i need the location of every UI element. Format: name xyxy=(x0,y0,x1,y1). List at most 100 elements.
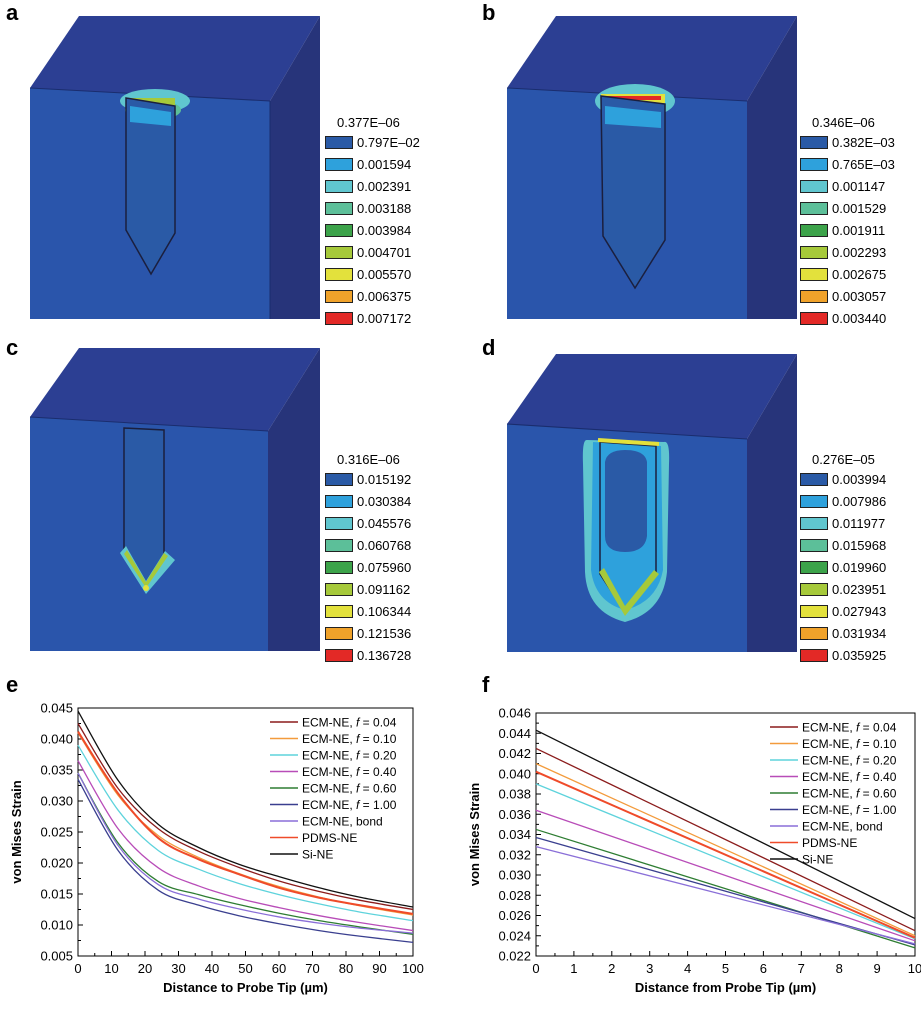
chart-e: 0 10 20 30 40 50 60 70 80 90 100 0.005 0.010 0.015 0.0… xyxy=(0,690,460,1031)
legend-row-b-5: 0.001911 xyxy=(800,219,895,241)
x-tick-label: 70 xyxy=(305,961,319,976)
legend-row-b-7: 0.002675 xyxy=(800,263,895,285)
legend-value: 0.006375 xyxy=(357,288,412,304)
legend-row-a-3: 0.002391 xyxy=(325,175,420,197)
y-tick-label: 0.022 xyxy=(498,949,531,964)
series-line xyxy=(535,770,916,939)
legend-row-c-7: 0.106344 xyxy=(325,600,411,622)
y-tick-label: 0.036 xyxy=(498,807,531,822)
series-line xyxy=(77,731,414,915)
x-tick-label: 5 xyxy=(722,961,729,976)
legend-swatch xyxy=(800,179,828,193)
x-tick-label: 100 xyxy=(402,961,424,976)
legend-swatch xyxy=(800,648,828,662)
legend-row-d-7: 0.027943 xyxy=(800,600,886,622)
legend-row-a-9: 0.007172 xyxy=(325,307,420,329)
legend-value: 0.001529 xyxy=(832,200,887,216)
legend-row-a-1: 0.797E–02 xyxy=(325,131,420,153)
x-tick-label: 8 xyxy=(836,961,843,976)
series-line xyxy=(535,783,916,940)
x-tick-label: 4 xyxy=(684,961,691,976)
legend-swatch xyxy=(325,201,353,215)
legend-row-b-3: 0.001147 xyxy=(800,175,895,197)
legend-row-c-3: 0.045576 xyxy=(325,512,411,534)
chart-e-svg: 0 10 20 30 40 50 60 70 80 90 100 0.005 0.010 0.015 0.0… xyxy=(9,701,424,996)
legend-swatch xyxy=(325,179,353,193)
legend-value: 0.015192 xyxy=(357,471,412,487)
legend-row-a-7: 0.005570 xyxy=(325,263,420,285)
legend-swatch xyxy=(325,135,353,149)
legend-row-b-4: 0.001529 xyxy=(800,197,895,219)
legend-swatch xyxy=(800,538,828,552)
legend-max-d: 0.276E–05 xyxy=(812,452,875,467)
legend-value: 0.106344 xyxy=(357,603,412,619)
y-tick-label: 0.015 xyxy=(40,887,73,902)
legend-swatch xyxy=(800,604,828,618)
legend-row-b-6: 0.002293 xyxy=(800,241,895,263)
legend-row-c-1: 0.015192 xyxy=(325,468,411,490)
x-tick-label: 0 xyxy=(74,961,81,976)
y-tick-label: 0.034 xyxy=(498,827,531,842)
x-tick-label: 10 xyxy=(908,961,921,976)
fea-image-a xyxy=(30,16,320,319)
legend-label: PDMS-NE xyxy=(802,836,857,850)
legend-value: 0.091162 xyxy=(357,581,411,597)
legend-row-d-3: 0.011977 xyxy=(800,512,886,534)
legend-row-c-8: 0.121536 xyxy=(325,622,411,644)
legend-row-d-1: 0.003994 xyxy=(800,468,886,490)
legend-label: ECM-NE, bond xyxy=(802,820,883,834)
legend-swatch xyxy=(325,626,353,640)
legend-value: 0.015968 xyxy=(832,537,887,553)
legend-value: 0.011977 xyxy=(832,515,886,531)
chart-f: 0 1 2 3 4 5 6 7 8 9 10 0.022 0.024 0.026 0.028 0.030 0.0… xyxy=(462,690,921,1031)
y-tick-label: 0.024 xyxy=(498,928,531,943)
legend-row-d-6: 0.023951 xyxy=(800,578,886,600)
legend-swatch xyxy=(325,289,353,303)
x-tick-label: 2 xyxy=(608,961,615,976)
panel-letter-b: b xyxy=(482,0,496,25)
legend-value: 0.001594 xyxy=(357,156,412,172)
y-tick-label: 0.040 xyxy=(40,732,73,747)
x-tick-label: 60 xyxy=(272,961,286,976)
legend-swatch xyxy=(325,267,353,281)
legend-value: 0.075960 xyxy=(357,559,412,575)
y-tick-label: 0.032 xyxy=(498,847,531,862)
series-line xyxy=(535,809,916,942)
y-tick-label: 0.045 xyxy=(40,701,73,716)
y-tick-label: 0.046 xyxy=(498,706,531,721)
x-tick-label: 0 xyxy=(532,961,539,976)
legend-d: 0.276E–05 0.003994 0.007986 0.011977 0.0… xyxy=(800,451,886,666)
legend-row-a-6: 0.004701 xyxy=(325,241,420,263)
legend-value: 0.382E–03 xyxy=(832,134,895,150)
legend-row-d-5: 0.019960 xyxy=(800,556,886,578)
legend-swatch xyxy=(325,472,353,486)
series-line xyxy=(77,723,414,911)
fea-image-d xyxy=(507,354,797,652)
legend-swatch xyxy=(325,494,353,508)
legend-value: 0.031934 xyxy=(832,625,887,641)
legend-swatch xyxy=(800,560,828,574)
legend-value: 0.001147 xyxy=(832,178,886,194)
legend-label: ECM-NE, f = 1.00 xyxy=(802,803,897,817)
legend-row-c-2: 0.030384 xyxy=(325,490,411,512)
y-tick-label: 0.028 xyxy=(498,888,531,903)
x-axis-label: Distance from Probe Tip (µm) xyxy=(635,980,816,995)
legend-row-a-8: 0.006375 xyxy=(325,285,420,307)
legend-label: ECM-NE, f = 0.20 xyxy=(302,749,397,763)
panel-letter-e: e xyxy=(6,672,19,697)
legend-row-b-2: 0.765E–03 xyxy=(800,153,895,175)
legend-value: 0.004701 xyxy=(357,244,412,260)
series-line xyxy=(535,747,916,932)
y-axis-label: von Mises Strain xyxy=(467,783,482,886)
legend-value: 0.002675 xyxy=(832,266,887,282)
legend-swatch xyxy=(325,516,353,530)
x-tick-label: 6 xyxy=(760,961,767,976)
legend-value: 0.007172 xyxy=(357,310,412,326)
legend-value: 0.001911 xyxy=(832,222,886,238)
legend-c: 0.316E–06 0.015192 0.030384 0.045576 0.0… xyxy=(325,451,411,666)
legend-swatch xyxy=(800,267,828,281)
legend-value: 0.045576 xyxy=(357,515,412,531)
x-tick-label: 3 xyxy=(646,961,653,976)
legend-label: Si-NE xyxy=(302,848,333,862)
legend-value: 0.060768 xyxy=(357,537,412,553)
